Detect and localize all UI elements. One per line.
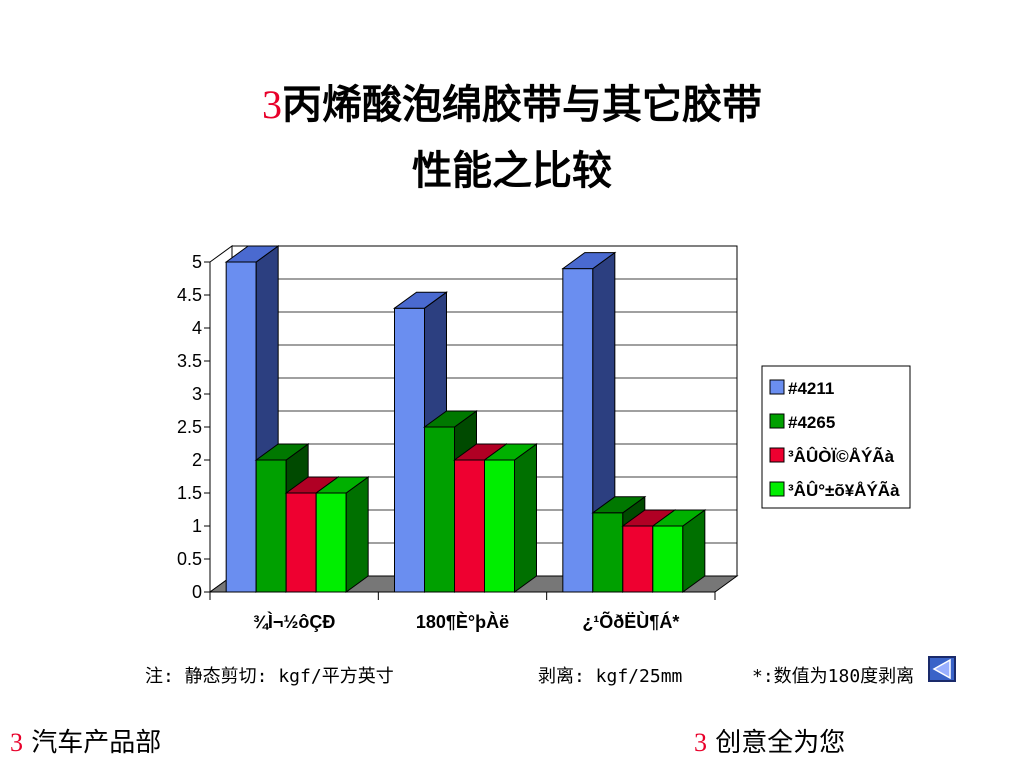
footer-left-number: 3 xyxy=(10,728,23,757)
footer-right-number: 3 xyxy=(694,728,707,757)
footer-right: 3 创意全为您 xyxy=(694,722,845,759)
bar-top xyxy=(651,509,707,527)
bar-top xyxy=(254,443,310,461)
footer-right-text: 创意全为您 xyxy=(715,728,846,758)
title-number: 3 xyxy=(262,82,282,127)
y-tick-label: 3 xyxy=(192,384,202,404)
legend-swatch xyxy=(769,447,785,463)
bar-top xyxy=(482,443,539,461)
bar-side xyxy=(514,443,537,593)
note-star: *:数值为180度剥离 xyxy=(752,666,915,687)
bar-chart: ¾Ì¬½ôÇÐ 180¶È°þÀë ¿¹ÕðËÙ¶Á* 0 0.5 1 1.5 2 2.5 3 3.… xyxy=(177,245,911,632)
bar-front xyxy=(394,307,425,593)
bar-top xyxy=(422,410,479,428)
y-tick-label: 2 xyxy=(192,450,202,470)
slide-title-line1: 3丙烯酸泡绵胶带与其它胶带 xyxy=(0,72,1024,130)
note-shear-unit: 注: 静态剪切: kgf/平方英寸 xyxy=(145,666,394,687)
footer-left: 3 汽车产品部 xyxy=(10,722,161,759)
y-tick-label: 5 xyxy=(192,252,202,272)
legend-label: #4211 xyxy=(788,379,834,398)
bar-top xyxy=(392,291,449,309)
bar-front xyxy=(562,268,594,593)
back-arrow-icon[interactable] xyxy=(928,656,956,682)
bar-top xyxy=(591,496,647,514)
y-tick-label: 1 xyxy=(192,516,202,536)
bar-front xyxy=(592,512,624,593)
bar-top xyxy=(224,245,280,263)
y-tick-label: 2.5 xyxy=(177,417,202,437)
bar-top xyxy=(561,252,617,270)
legend-label: #4265 xyxy=(788,413,835,432)
x-tick-label: ¾Ì¬½ôÇÐ xyxy=(253,611,336,632)
bar xyxy=(314,476,370,593)
legend-swatch xyxy=(769,379,785,395)
x-tick-label: ¿¹ÕðËÙ¶Á* xyxy=(582,611,679,632)
slide-title-line2: 性能之比较 xyxy=(412,147,612,194)
title-text-line1: 丙烯酸泡绵胶带与其它胶带 xyxy=(282,81,762,128)
bar-front xyxy=(315,492,347,593)
legend-label: ³ÂÛÒÏ©ÅÝÃà xyxy=(788,446,895,466)
bar xyxy=(482,443,539,593)
y-tick-label: 4 xyxy=(192,318,202,338)
legend-label: ³ÂÛ°±õ¥ÅÝÃà xyxy=(788,480,900,500)
bar-front xyxy=(424,426,455,593)
legend-box xyxy=(761,365,911,509)
legend-swatch xyxy=(769,481,785,497)
bar-front xyxy=(484,459,515,593)
bar-side xyxy=(345,476,369,593)
bar-front xyxy=(454,459,485,593)
y-tick-label: 1.5 xyxy=(177,483,202,503)
footer-left-text: 汽车产品部 xyxy=(31,728,162,758)
x-tick-label: 180¶È°þÀë xyxy=(416,611,509,632)
bar xyxy=(651,509,707,593)
bar-front xyxy=(285,492,317,593)
y-tick-label: 0 xyxy=(192,582,202,602)
bar-top xyxy=(314,476,370,494)
bar-front xyxy=(255,459,287,593)
bar-front xyxy=(652,525,684,593)
bar-front xyxy=(622,525,654,593)
bar-front xyxy=(225,261,257,593)
y-tick-label: 0.5 xyxy=(177,549,202,569)
y-tick-label: 3.5 xyxy=(177,351,202,371)
y-tick-label: 4.5 xyxy=(177,285,202,305)
legend-swatch xyxy=(769,413,785,429)
note-peel-unit: 剥离: kgf/25mm xyxy=(538,666,683,687)
